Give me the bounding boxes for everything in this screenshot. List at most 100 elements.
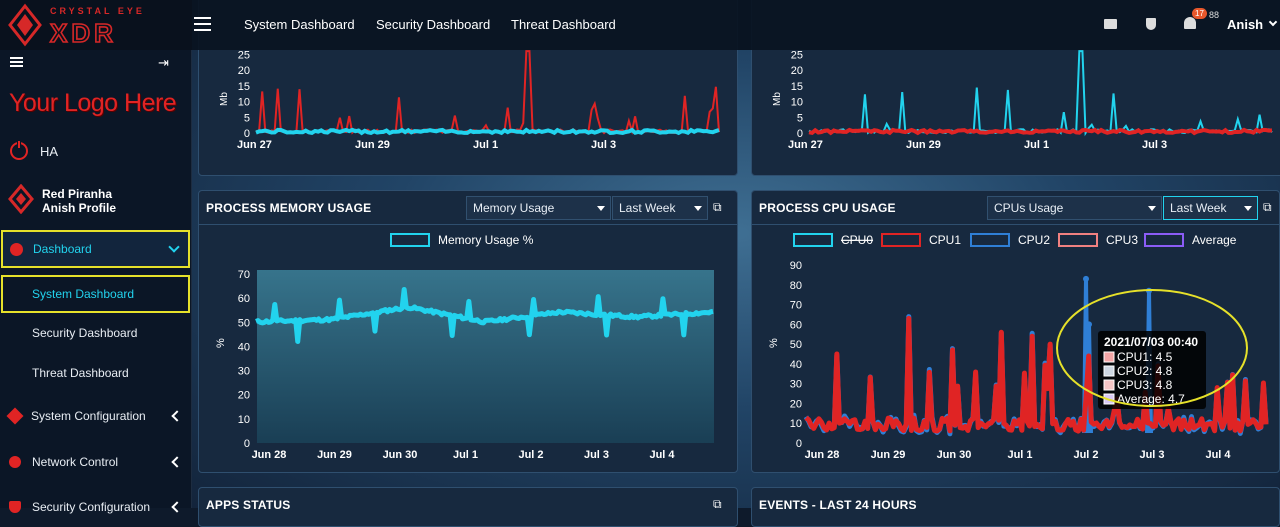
memory-usage-panel: PROCESS MEMORY USAGE Memory Usage Last W… xyxy=(198,190,738,473)
x-tick-label: Jul 3 xyxy=(584,449,609,461)
series-line xyxy=(808,127,1273,136)
cpu2-point xyxy=(1083,275,1089,282)
y-tick-label: 25 xyxy=(791,49,803,61)
legend-label: CPU0 xyxy=(841,233,873,247)
profile-name: Anish Profile xyxy=(42,201,117,215)
legend-label: Average xyxy=(1192,233,1237,247)
y-tick-label: 70 xyxy=(790,300,802,312)
user-menu[interactable]: Anish xyxy=(1227,17,1264,32)
x-tick-label: Jul 2 xyxy=(1073,449,1098,461)
sidebar-item-security-configuration[interactable]: Security Configuration xyxy=(0,494,192,520)
x-tick-label: Jun 27 xyxy=(237,139,272,151)
sidebar-item-security-dashboard[interactable]: Security Dashboard xyxy=(0,320,192,346)
sidebar-item-system-dashboard[interactable]: System Dashboard xyxy=(1,275,190,313)
y-tick-label: 50 xyxy=(790,339,802,351)
y-tick-label: 0 xyxy=(244,128,250,140)
y-tick-label: 20 xyxy=(238,390,250,402)
x-tick-label: Jul 4 xyxy=(649,449,675,461)
dashboard-icon xyxy=(10,242,23,256)
external-link-icon[interactable]: ⧉ xyxy=(1263,200,1272,214)
notification-count-suffix: 88 xyxy=(1209,10,1220,20)
hamburger-icon[interactable] xyxy=(10,57,23,67)
sidebar-item-label: HA xyxy=(40,143,59,159)
brand-product: XDR xyxy=(50,18,117,48)
tooltip-row: CPU3: 4.8 xyxy=(1117,378,1173,392)
nav-security-dashboard[interactable]: Security Dashboard xyxy=(376,17,491,32)
tooltip-swatch xyxy=(1103,365,1115,377)
sidebar: CRYSTAL EYE XDR ⇥ Your Logo Here HA Red … xyxy=(0,0,192,514)
chevron-down-icon xyxy=(168,241,180,253)
mail-icon[interactable] xyxy=(1104,19,1117,29)
nav-system-dashboard[interactable]: System Dashboard xyxy=(244,17,355,32)
sidebar-item-network-control[interactable]: Network Control xyxy=(0,449,192,475)
legend-label: Memory Usage % xyxy=(438,233,534,247)
notification-badge: 17 xyxy=(1192,8,1207,19)
logout-icon[interactable]: ⇥ xyxy=(158,55,169,70)
caret-down-icon xyxy=(1148,206,1156,211)
sidebar-item-label: Threat Dashboard xyxy=(32,366,129,380)
sidebar-item-label: System Configuration xyxy=(31,409,146,423)
cpu-range-select[interactable]: Last Week xyxy=(1163,196,1258,220)
y-tick-label: 20 xyxy=(791,65,803,77)
x-tick-label: Jun 27 xyxy=(788,139,823,151)
legend-swatch xyxy=(1058,233,1098,247)
sidebar-item-threat-dashboard[interactable]: Threat Dashboard xyxy=(0,360,192,386)
sidebar-item-label: Security Configuration xyxy=(32,500,151,514)
panel-title: APPS STATUS xyxy=(206,498,291,512)
y-tick-label: 70 xyxy=(238,269,250,281)
x-tick-label: Jun 28 xyxy=(805,449,840,461)
brand-name: CRYSTAL EYE xyxy=(50,6,145,16)
chevron-left-icon xyxy=(171,410,183,422)
x-tick-label: Jul 1 xyxy=(1024,139,1049,151)
legend-swatch xyxy=(970,233,1010,247)
sidebar-item-label: Network Control xyxy=(32,455,119,469)
memory-metric-select[interactable]: Memory Usage xyxy=(466,196,611,220)
nav-threat-dashboard[interactable]: Threat Dashboard xyxy=(511,17,616,32)
y-tick-label: 0 xyxy=(244,438,250,450)
y-tick-label: 30 xyxy=(238,366,250,378)
cpu1-series-line xyxy=(804,315,1269,434)
cpu2-point xyxy=(1086,321,1092,328)
shield-icon[interactable] xyxy=(1146,18,1156,30)
profile-card[interactable]: Red Piranha Anish Profile xyxy=(0,178,192,222)
select-value: Last Week xyxy=(1170,201,1227,215)
legend-label: CPU2 xyxy=(1018,233,1050,247)
brand-logo[interactable]: CRYSTAL EYE XDR xyxy=(0,0,192,50)
bell-icon[interactable] xyxy=(1184,17,1196,29)
x-tick-label: Jun 29 xyxy=(871,449,906,461)
y-tick-label: 20 xyxy=(790,398,802,410)
external-link-icon[interactable]: ⧉ xyxy=(713,497,722,511)
legend-swatch xyxy=(793,233,833,247)
y-tick-label: 25 xyxy=(238,49,250,61)
y-axis-label: % xyxy=(768,338,780,348)
y-tick-label: 15 xyxy=(791,81,803,93)
tooltip-box xyxy=(1098,331,1206,409)
x-tick-label: Jul 1 xyxy=(473,139,498,151)
cpu-metric-select[interactable]: CPUs Usage xyxy=(987,196,1162,220)
x-tick-label: Jun 29 xyxy=(906,139,941,151)
sidebar-item-system-configuration[interactable]: System Configuration xyxy=(0,403,192,429)
cpu-chart: CPU0 CPU1 CPU2 CPU3 Average 90 80 70 60 50 40 30 20 1… xyxy=(768,233,1269,461)
sidebar-item-dashboard[interactable]: Dashboard xyxy=(1,230,190,268)
memory-range-select[interactable]: Last Week xyxy=(612,196,708,220)
tooltip-swatch xyxy=(1103,379,1115,391)
legend-swatch xyxy=(881,233,921,247)
main-content: 25 20 15 10 5 0 Mb Jun 27 Jun 29 Jul 1 Jul 3 25 20 1… xyxy=(192,0,1280,527)
y-tick-label: 10 xyxy=(238,414,250,426)
y-tick-label: 40 xyxy=(790,359,802,371)
y-tick-label: 10 xyxy=(791,97,803,109)
events-panel: EVENTS - LAST 24 HOURS xyxy=(751,487,1280,527)
tooltip-swatch xyxy=(1103,351,1115,363)
series-line xyxy=(808,50,1273,137)
custom-logo-text: Your Logo Here xyxy=(9,89,177,117)
external-link-icon[interactable]: ⧉ xyxy=(713,200,722,214)
legend-label: CPU3 xyxy=(1106,233,1138,247)
y-tick-label: 10 xyxy=(790,418,802,430)
sidebar-item-ha[interactable]: HA xyxy=(0,136,192,166)
y-tick-label: 15 xyxy=(238,81,250,93)
menu-toggle-icon[interactable] xyxy=(194,17,211,31)
legend-label: CPU1 xyxy=(929,233,961,247)
chevron-left-icon xyxy=(171,456,183,468)
x-tick-label: Jun 30 xyxy=(937,449,972,461)
top-left-chart: 25 20 15 10 5 0 Mb Jun 27 Jun 29 Jul 1 Jul 3 xyxy=(219,49,720,151)
